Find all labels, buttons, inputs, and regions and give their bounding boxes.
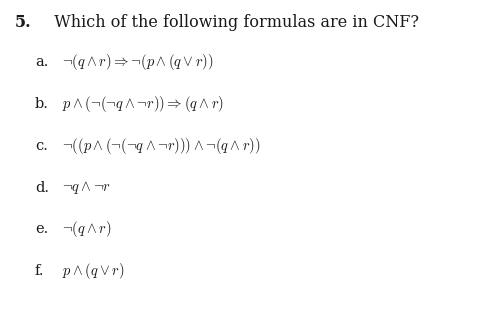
Text: $\neg(q \wedge r)$: $\neg(q \wedge r)$	[62, 219, 112, 239]
Text: b.: b.	[35, 97, 49, 111]
Text: c.: c.	[35, 139, 48, 153]
Text: $p \wedge (q \vee r)$: $p \wedge (q \vee r)$	[62, 261, 125, 281]
Text: a.: a.	[35, 55, 48, 69]
Text: $\neg(q \wedge r) \Rightarrow \neg(p \wedge (q \vee r))$: $\neg(q \wedge r) \Rightarrow \neg(p \we…	[62, 52, 214, 72]
Text: $\neg((p \wedge (\neg(\neg q \wedge \neg r))) \wedge \neg(q \wedge r))$: $\neg((p \wedge (\neg(\neg q \wedge \neg…	[62, 136, 261, 156]
Text: f.: f.	[35, 264, 44, 278]
Text: Which of the following formulas are in CNF?: Which of the following formulas are in C…	[44, 14, 419, 31]
Text: d.: d.	[35, 180, 49, 195]
Text: 5.: 5.	[15, 14, 31, 31]
Text: $p \wedge (\neg(\neg q \wedge \neg r)) \Rightarrow (q \wedge r)$: $p \wedge (\neg(\neg q \wedge \neg r)) \…	[62, 94, 225, 114]
Text: $\neg q \wedge \neg r$: $\neg q \wedge \neg r$	[62, 179, 111, 196]
Text: e.: e.	[35, 222, 48, 237]
